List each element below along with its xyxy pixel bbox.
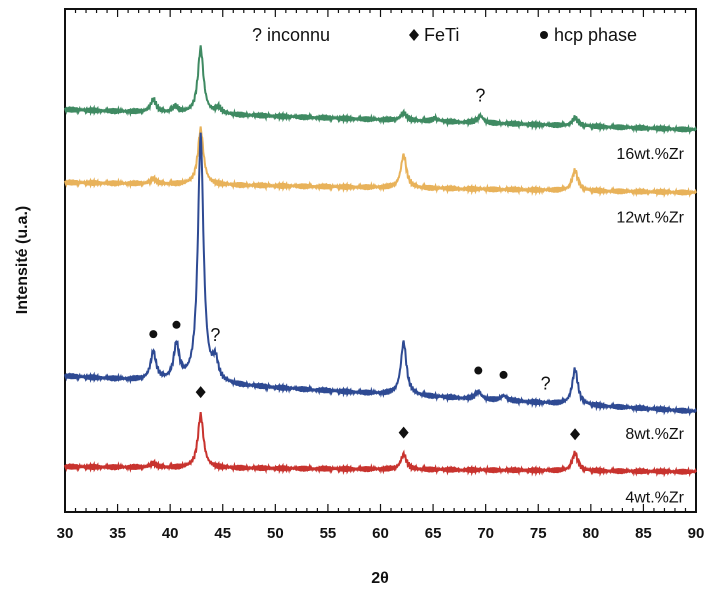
series-line-0 <box>64 45 697 135</box>
x-axis-title: 2θ <box>371 570 389 587</box>
tick-marks <box>64 9 697 512</box>
annotation-question-marker: ? <box>475 86 485 106</box>
x-tick-label: 65 <box>425 525 442 542</box>
series-label-1: 12wt.%Zr <box>616 210 684 227</box>
annotation-dot-marker <box>474 366 483 375</box>
x-tick-label: 30 <box>57 525 74 542</box>
annotation-diamond-marker <box>195 386 206 399</box>
y-axis-title: Intensité (u.a.) <box>14 206 31 314</box>
x-tick-label: 75 <box>530 525 547 542</box>
series-line-1 <box>64 126 697 198</box>
x-tick-label: 80 <box>582 525 599 542</box>
x-tick-label: 55 <box>320 525 337 542</box>
legend-question-label: ? inconnu <box>252 25 330 45</box>
x-tick-label: 50 <box>267 525 284 542</box>
x-tick-label: 60 <box>372 525 389 542</box>
x-tick-label: 90 <box>688 525 705 542</box>
series-label-2: 8wt.%Zr <box>625 426 684 443</box>
annotation-dot-marker <box>172 320 181 329</box>
legend: ? inconnu FeTi hcp phase <box>252 25 637 45</box>
annotation-dot-marker <box>149 330 158 339</box>
x-tick-labels: 30 35 40 45 50 55 60 65 70 75 80 85 90 <box>57 525 705 542</box>
legend-diamond-icon <box>409 29 419 41</box>
x-tick-label: 35 <box>109 525 126 542</box>
series-layer: 16wt.%Zr 12wt.%Zr 8wt.%Zr 4wt.%Zr <box>64 45 697 506</box>
x-tick-label: 70 <box>477 525 494 542</box>
annotation-diamond-marker <box>398 426 409 439</box>
legend-dot-label: hcp phase <box>554 25 637 45</box>
annotation-layer: ??? <box>149 86 581 441</box>
annotation-question-marker: ? <box>210 325 220 345</box>
legend-diamond-label: FeTi <box>424 25 459 45</box>
x-tick-label: 40 <box>162 525 179 542</box>
plot-frame <box>64 8 697 513</box>
x-tick-label: 45 <box>214 525 231 542</box>
series-line-2 <box>64 132 697 417</box>
series-label-0: 16wt.%Zr <box>616 146 684 163</box>
annotation-diamond-marker <box>570 428 581 441</box>
annotation-question-marker: ? <box>541 374 551 394</box>
annotation-dot-marker <box>499 370 508 379</box>
x-tick-label: 85 <box>635 525 652 542</box>
series-label-3: 4wt.%Zr <box>625 489 684 506</box>
legend-dot-icon <box>540 31 548 39</box>
series-line-3 <box>64 412 697 478</box>
